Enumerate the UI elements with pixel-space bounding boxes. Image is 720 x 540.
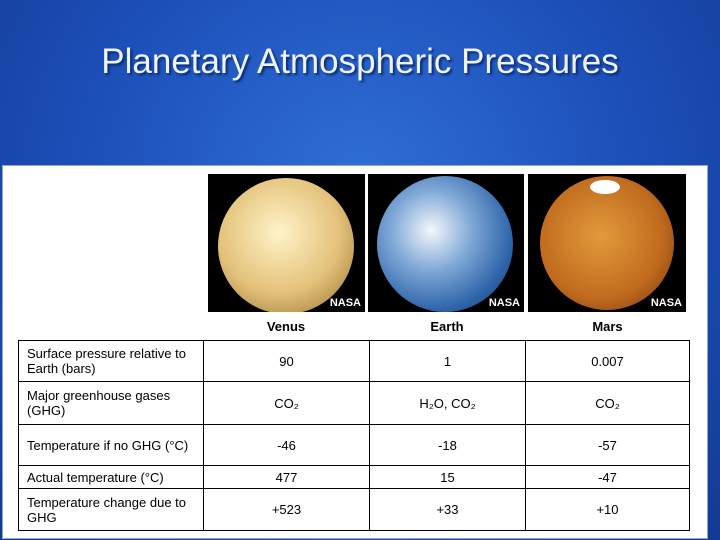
column-header: Earth: [430, 319, 464, 334]
table-cell: CO₂: [525, 381, 690, 425]
table-cell: 477: [203, 465, 370, 489]
earth-image: NASA: [368, 174, 524, 312]
column-header: Venus: [266, 319, 306, 334]
table-cell: -57: [525, 424, 690, 466]
table-cell: +33: [369, 488, 526, 531]
table-cell: H₂O, CO₂: [369, 381, 526, 425]
row-label: Temperature if no GHG (°C): [18, 424, 204, 466]
image-credit: NASA: [650, 297, 682, 309]
table-row: Major greenhouse gases (GHG) CO₂ H₂O, CO₂ C…: [18, 381, 690, 425]
table-cell: +10: [525, 488, 690, 531]
data-table: Surface pressure relative to Earth (bars…: [18, 340, 690, 531]
slide-title: Planetary Atmospheric Pressures: [101, 42, 619, 81]
column-header: Mars: [592, 319, 623, 334]
table-cell: -47: [525, 465, 690, 489]
table-cell: 90: [203, 340, 370, 382]
row-label: Actual temperature (°C): [18, 465, 204, 489]
table-cell: -18: [369, 424, 526, 466]
table-row: Temperature change due to GHG +523 +33 +10: [18, 488, 690, 531]
table-cell: 1: [369, 340, 526, 382]
image-credit: NASA: [329, 297, 361, 309]
row-label: Major greenhouse gases (GHG): [18, 381, 204, 425]
table-cell: -46: [203, 424, 370, 466]
row-label: Temperature change due to GHG: [18, 488, 204, 531]
row-label: Surface pressure relative to Earth (bars…: [18, 340, 204, 382]
table-cell: CO₂: [203, 381, 370, 425]
table-row: Actual temperature (°C) 477 15 -47: [18, 465, 690, 489]
mars-image: NASA: [528, 174, 686, 312]
table-cell: +523: [203, 488, 370, 531]
table-row: Surface pressure relative to Earth (bars…: [18, 340, 690, 382]
table-cell: 15: [369, 465, 526, 489]
image-credit: NASA: [488, 297, 520, 309]
venus-image: NASA: [208, 174, 365, 312]
table-cell: 0.007: [525, 340, 690, 382]
table-row: Temperature if no GHG (°C) -46 -18 -57: [18, 424, 690, 466]
